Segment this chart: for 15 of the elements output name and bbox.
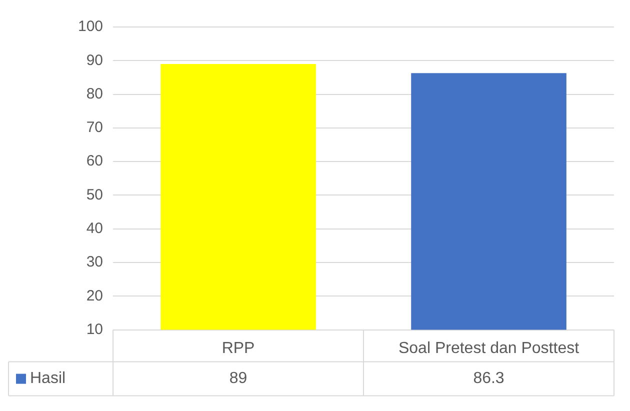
y-tick-label: 40: [86, 220, 104, 238]
y-tick-label: 80: [86, 85, 104, 102]
x-tick-label: RPP: [222, 340, 255, 357]
y-tick-label: 60: [86, 152, 104, 170]
y-tick-label: 90: [86, 52, 104, 69]
y-tick-label: 100: [78, 18, 104, 36]
y-tick-label: 30: [86, 254, 104, 271]
y-tick-label: 70: [86, 119, 104, 136]
y-tick-label: 10: [86, 320, 104, 338]
data-label: 86.3: [473, 370, 504, 388]
x-tick-label: Soal Pretest dan Posttest: [398, 340, 580, 357]
legend-label: Hasil: [30, 370, 66, 388]
y-tick-label: 20: [86, 287, 104, 304]
data-label: 89: [229, 370, 248, 388]
y-tick-label: 50: [86, 186, 104, 204]
